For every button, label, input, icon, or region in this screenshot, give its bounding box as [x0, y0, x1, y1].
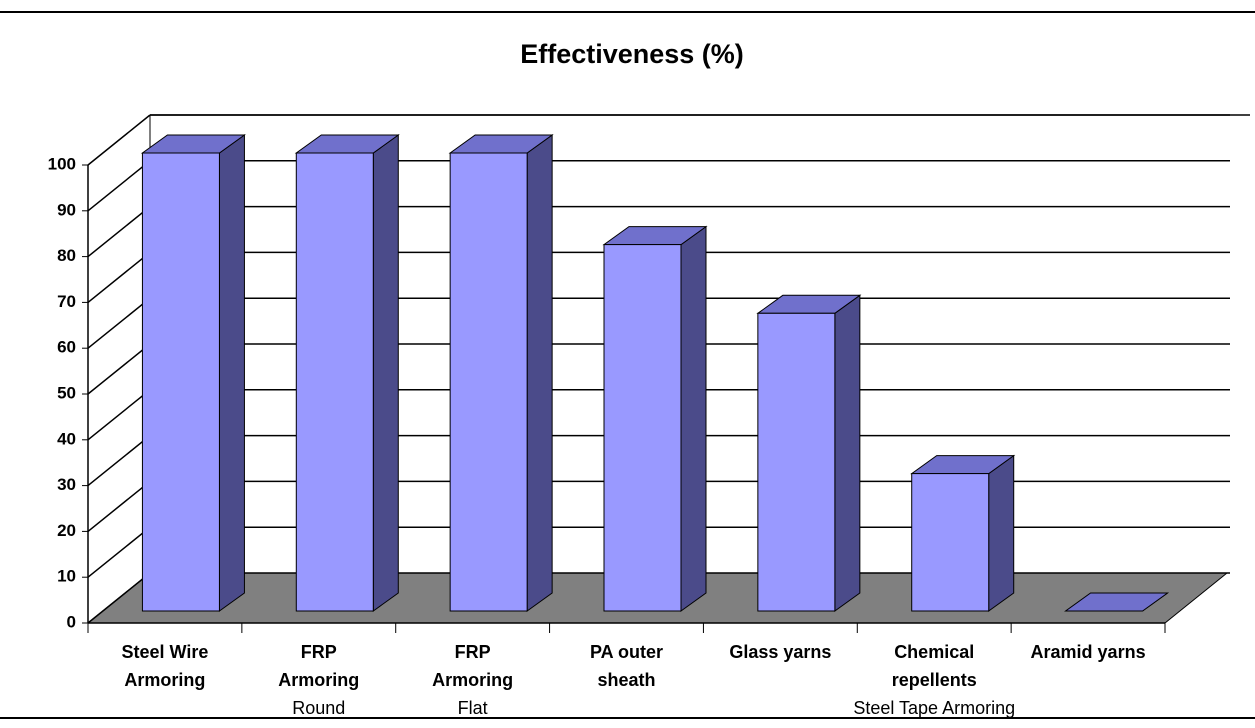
y-tick-label: 80 — [57, 246, 76, 265]
x-tick-label: FRP — [455, 642, 491, 662]
y-tick-label: 90 — [57, 200, 76, 219]
bar-side — [526, 134, 553, 612]
x-tick-label: Aramid yarns — [1031, 642, 1146, 662]
x-tick-label: Armoring — [432, 670, 513, 690]
y-tick-label: 60 — [57, 338, 76, 357]
x-tick-label: Armoring — [278, 670, 359, 690]
x-tick-label: Round — [292, 698, 345, 718]
x-tick-label: sheath — [597, 670, 655, 690]
x-tick-label: Chemical — [894, 642, 974, 662]
bar — [449, 152, 528, 612]
grid-line — [87, 480, 151, 532]
grid-line — [87, 251, 151, 303]
bar-side — [834, 294, 861, 612]
grid-line — [87, 435, 151, 487]
grid-line — [87, 206, 151, 258]
y-tick-label: 100 — [48, 154, 76, 173]
bar-side — [680, 225, 707, 612]
y-tick-label: 70 — [57, 292, 76, 311]
bar — [295, 152, 374, 612]
grid-line — [87, 343, 151, 395]
x-tick-label: repellents — [892, 670, 977, 690]
grid-line — [87, 389, 151, 441]
y-tick-label: 50 — [57, 383, 76, 402]
x-tick-label: Glass yarns — [729, 642, 831, 662]
bar-side — [988, 454, 1015, 612]
x-tick-label: Steel Tape Armoring — [853, 698, 1015, 718]
grid-line — [87, 526, 151, 578]
bar — [603, 244, 682, 612]
x-tick-label: Steel Wire — [121, 642, 208, 662]
bar — [911, 473, 990, 612]
y-tick-label: 10 — [57, 567, 76, 586]
bar-top — [1064, 592, 1170, 612]
grid-line — [87, 114, 151, 166]
x-tick-label: Flat — [458, 698, 488, 718]
y-tick-label: 0 — [67, 612, 76, 631]
bar — [141, 152, 220, 612]
grid-line — [87, 572, 151, 624]
bar — [757, 312, 836, 612]
chart-title: Effectiveness (%) — [520, 39, 744, 69]
x-tick-label: Armoring — [124, 670, 205, 690]
y-tick-label: 30 — [57, 475, 76, 494]
bar-side — [372, 134, 399, 612]
grid-line — [87, 160, 151, 212]
y-tick-label: 40 — [57, 429, 76, 448]
y-tick-label: 20 — [57, 521, 76, 540]
bar-side — [218, 134, 245, 612]
x-tick-label: FRP — [301, 642, 337, 662]
x-tick-label: PA outer — [590, 642, 663, 662]
grid-line — [87, 297, 151, 349]
